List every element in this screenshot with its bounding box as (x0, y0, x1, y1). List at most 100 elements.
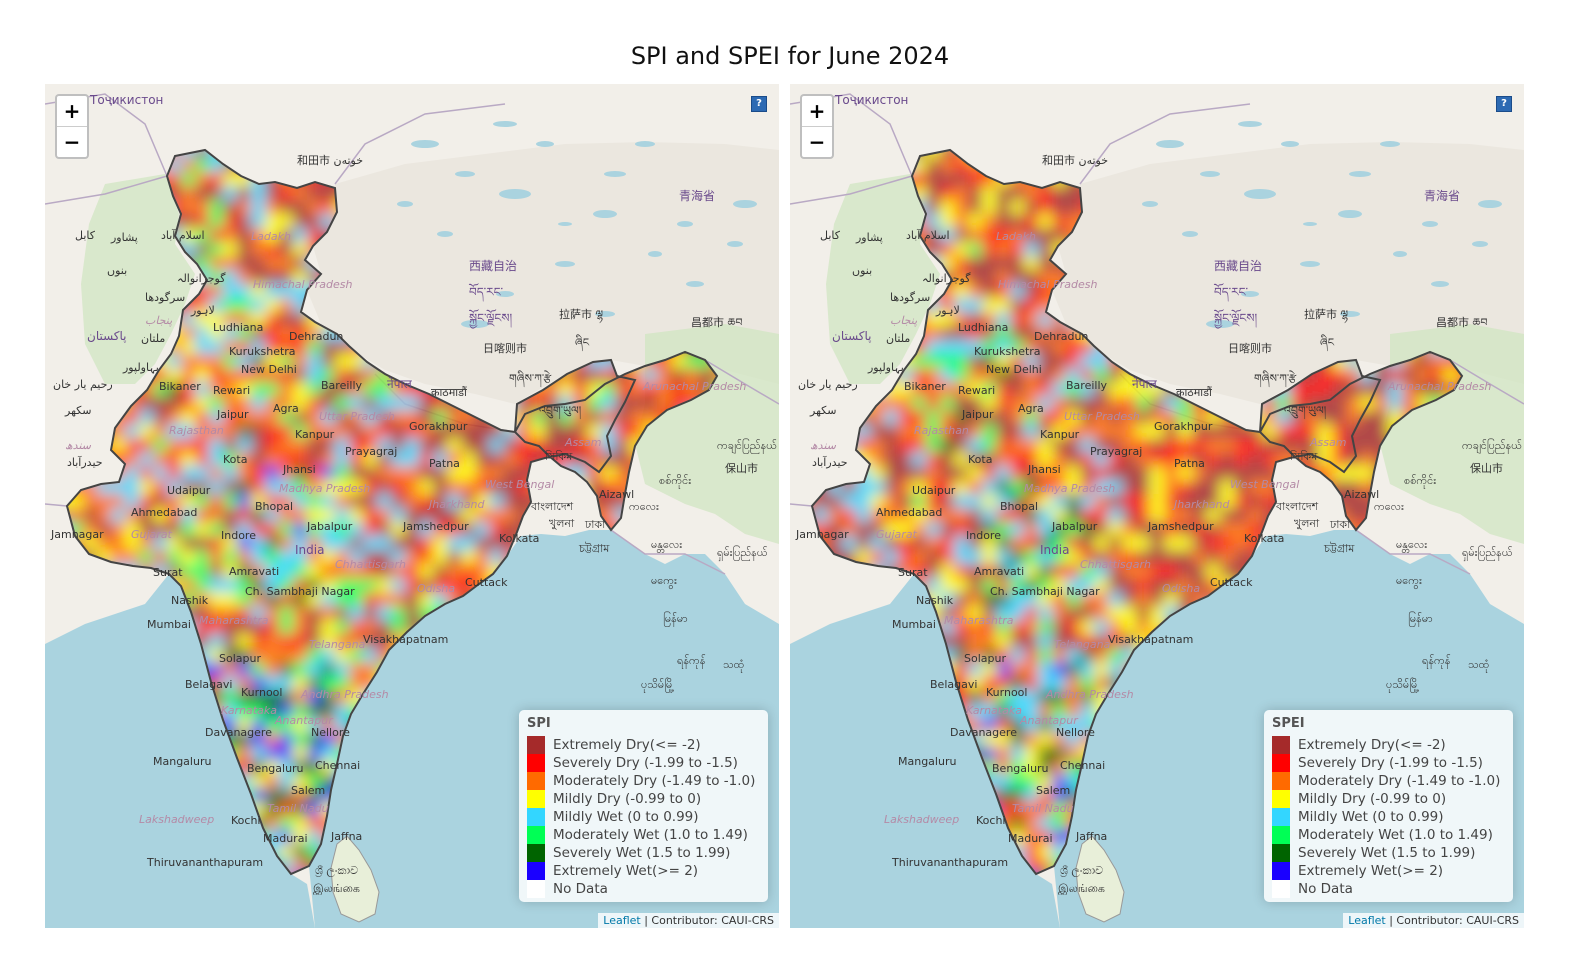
raster-cell (307, 592, 322, 607)
raster-cell (223, 186, 238, 201)
raster-cell (545, 410, 560, 425)
sri-lanka-land (1075, 835, 1125, 923)
legend-label: No Data (553, 881, 608, 897)
raster-cell (279, 620, 294, 635)
raster-cell (926, 382, 941, 397)
place-label-aizawl: Aizawl (599, 488, 634, 501)
raster-cell (1360, 424, 1375, 439)
place-label-ludhiana: Ludhiana (213, 321, 263, 334)
raster-cell (223, 354, 238, 369)
raster-cell (1164, 508, 1179, 523)
raster-cell (1108, 382, 1123, 397)
raster-cell (223, 690, 238, 705)
raster-cell (307, 788, 322, 803)
raster-cell (153, 424, 168, 439)
raster-cell (1122, 494, 1137, 509)
raster-cell (251, 690, 266, 705)
raster-cell (251, 634, 266, 649)
raster-cell (870, 438, 885, 453)
zoom-in-button[interactable]: + (63, 99, 81, 123)
raster-cell (982, 494, 997, 509)
raster-cell (475, 550, 490, 565)
raster-cell (968, 606, 983, 621)
raster-cell (1052, 648, 1067, 663)
raster-cell (293, 648, 308, 663)
raster-cell (968, 242, 983, 257)
raster-cell (968, 522, 983, 537)
raster-cell (223, 298, 238, 313)
raster-cell (1010, 634, 1025, 649)
raster-cell (265, 648, 280, 663)
spei-map-panel[interactable]: Тоҷикистон 和田市 خوتەن 青海省 کابل پشاور اسلام آبا… (790, 84, 1524, 928)
raster-cell (940, 150, 955, 159)
raster-cell (321, 592, 336, 607)
raster-cell (1024, 354, 1039, 369)
lake (604, 171, 626, 177)
raster-cell (1066, 452, 1081, 467)
place-label-tamilnadu: Tamil Nadu (267, 802, 329, 815)
raster-cell (1052, 326, 1067, 341)
boundary-line (1449, 359, 1524, 405)
raster-cell (223, 536, 238, 551)
raster-cell (1010, 648, 1025, 663)
raster-cell (461, 564, 476, 579)
raster-cell (1136, 508, 1151, 523)
legend-label: Moderately Dry (-1.49 to -1.0) (553, 773, 756, 789)
raster-cell (954, 382, 969, 397)
place-label-jamshedpur: Jamshedpur (402, 520, 469, 533)
raster-cell (363, 494, 378, 509)
raster-cell (1066, 578, 1081, 593)
raster-cell (251, 522, 266, 537)
raster-cell (433, 494, 448, 509)
raster-cell (419, 592, 434, 607)
raster-cell (167, 452, 182, 467)
raster-cell (1234, 452, 1249, 467)
raster-cell (391, 508, 406, 523)
raster-cell (1010, 354, 1025, 369)
raster-cell (926, 340, 941, 355)
raster-cell (489, 480, 504, 495)
place-label-bhutan: འབྲུག་ཡུལ། (539, 404, 582, 420)
raster-cell (1038, 648, 1053, 663)
raster-cell (1332, 382, 1347, 397)
raster-cell (940, 242, 955, 257)
raster-cell (97, 508, 112, 523)
lake (437, 231, 453, 237)
raster-cell (1038, 368, 1053, 383)
place-label-myanmar7: ပုသိမ်မြို့ (641, 677, 674, 693)
raster-cell (237, 690, 252, 705)
spi-map-panel[interactable]: Тоҷикистон 和田市 خوتەن 青海省 کابل پشاور اسلام آبا… (45, 84, 779, 928)
raster-cell (237, 732, 252, 747)
raster-cell (1052, 438, 1067, 453)
raster-cell (1080, 480, 1095, 495)
raster-cell (195, 312, 210, 327)
raster-cell (1038, 326, 1053, 341)
raster-cell (349, 662, 364, 677)
leaflet-link[interactable]: Leaflet (603, 914, 641, 927)
raster-cell (447, 438, 462, 453)
raster-cell (223, 200, 238, 215)
raster-cell (1038, 620, 1053, 635)
raster-cell (1234, 494, 1249, 509)
zoom-out-button[interactable]: − (57, 126, 87, 157)
raster-cell (377, 452, 392, 467)
raster-cell (335, 606, 350, 621)
raster-cell (940, 592, 955, 607)
raster-cell (1038, 312, 1053, 327)
raster-cell (1052, 452, 1067, 467)
raster-cell (251, 452, 266, 467)
raster-cell (940, 326, 955, 341)
raster-cell (321, 662, 336, 677)
raster-cell (195, 550, 210, 565)
raster-cell (1192, 578, 1207, 593)
raster-cell (1038, 438, 1053, 453)
raster-cell (1024, 522, 1039, 537)
raster-cell (251, 438, 266, 453)
help-icon[interactable]: ? (751, 96, 767, 112)
raster-cell (279, 452, 294, 467)
raster-cell (1038, 228, 1053, 243)
raster-cell (954, 368, 969, 383)
raster-cell (1024, 228, 1039, 243)
raster-cell (1122, 620, 1137, 635)
